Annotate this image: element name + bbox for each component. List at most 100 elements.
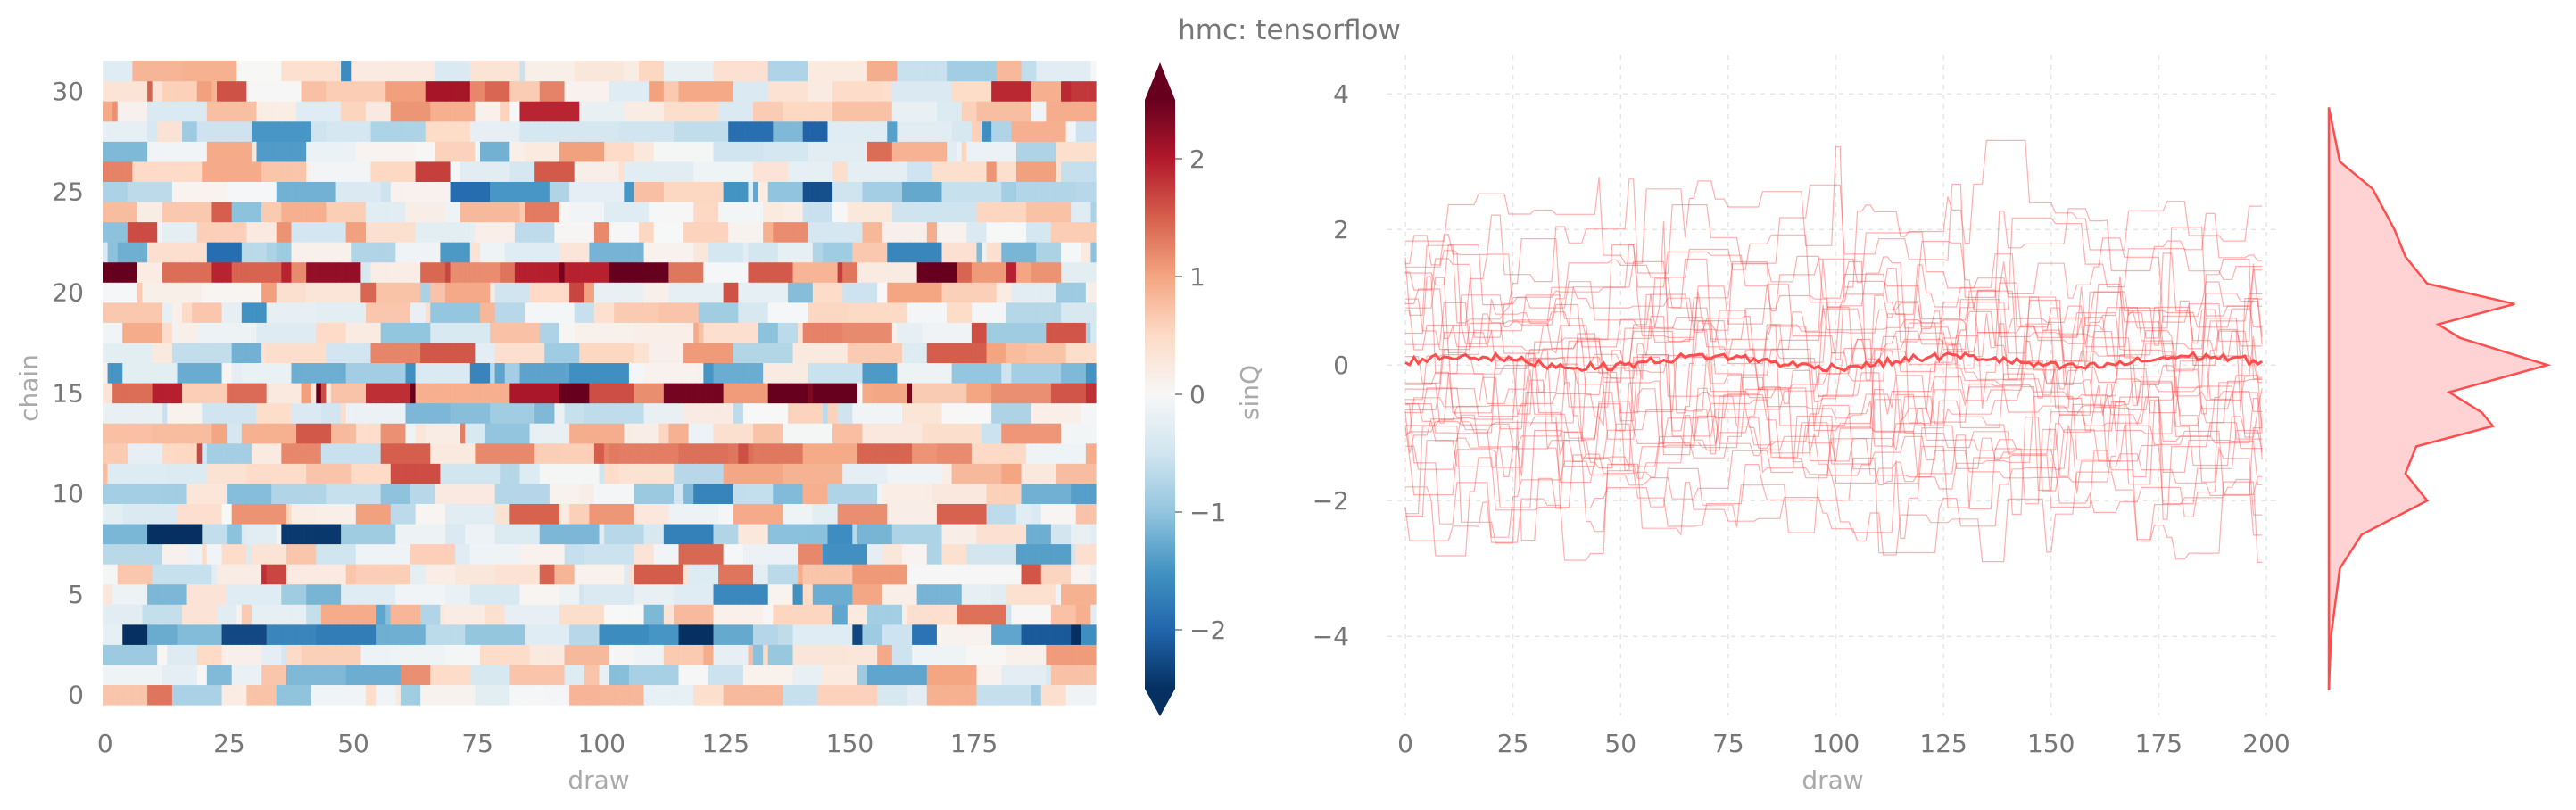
heatmap-cell xyxy=(455,543,461,565)
heatmap-cell xyxy=(698,684,704,706)
heatmap-cell xyxy=(326,644,332,665)
heatmap-cell xyxy=(430,342,436,364)
heatmap-cell xyxy=(196,282,203,303)
heatmap-cell xyxy=(802,302,808,323)
heatmap-cell xyxy=(1021,583,1027,605)
heatmap-cell xyxy=(455,604,461,625)
heatmap-cell xyxy=(420,664,427,686)
heatmap-cell xyxy=(276,503,282,525)
heatmap-cell xyxy=(465,242,471,263)
heatmap-cell xyxy=(609,564,615,585)
heatmap-cell xyxy=(733,523,739,545)
heatmap-cell xyxy=(1081,523,1087,545)
heatmap-cell xyxy=(1006,383,1012,404)
heatmap-cell xyxy=(758,402,764,424)
heatmap-cell xyxy=(748,261,754,283)
heatmap-cell xyxy=(415,302,421,323)
heatmap-cell xyxy=(916,523,923,545)
heatmap-cell xyxy=(370,664,377,686)
heatmap-cell xyxy=(519,282,526,303)
heatmap-cell xyxy=(698,463,704,484)
heatmap-cell xyxy=(693,604,700,625)
heatmap-cell xyxy=(708,201,715,223)
heatmap-cell xyxy=(882,221,888,243)
heatmap-cell xyxy=(1040,583,1047,605)
heatmap-cell xyxy=(698,362,704,384)
heatmap-cell xyxy=(355,664,361,686)
heatmap-cell xyxy=(117,402,123,424)
heatmap-cell xyxy=(569,624,576,645)
heatmap-cell xyxy=(787,604,794,625)
heatmap-cell xyxy=(206,362,213,384)
heatmap-cell xyxy=(430,362,436,384)
heatmap-cell xyxy=(271,624,277,645)
heatmap-cell xyxy=(147,221,153,243)
heatmap-cell xyxy=(649,302,655,323)
heatmap-cell xyxy=(1040,261,1047,283)
heatmap-cell xyxy=(147,383,153,404)
heatmap-cell xyxy=(966,342,973,364)
heatmap-cell xyxy=(385,604,392,625)
heatmap-cell xyxy=(469,242,476,263)
heatmap-cell xyxy=(132,463,138,484)
heatmap-cell xyxy=(618,383,625,404)
heatmap-cell xyxy=(982,423,988,444)
heatmap-cell xyxy=(132,664,138,686)
heatmap-cell xyxy=(400,261,407,283)
heatmap-cell xyxy=(335,604,342,625)
heatmap-cell xyxy=(410,282,417,303)
heatmap-cell xyxy=(236,684,243,706)
heatmap-cell xyxy=(643,583,650,605)
heatmap-cell xyxy=(236,442,243,464)
heatmap-cell xyxy=(802,383,808,404)
heatmap-cell xyxy=(639,463,645,484)
heatmap-cell xyxy=(783,302,789,323)
heatmap-cell xyxy=(559,483,566,504)
heatmap-cell xyxy=(1050,423,1057,444)
heatmap-cell xyxy=(519,564,526,585)
heatmap-cell xyxy=(996,564,1002,585)
heatmap-cell xyxy=(996,383,1002,404)
heatmap-cell xyxy=(196,423,203,444)
heatmap-cell xyxy=(783,362,789,384)
heatmap-cell xyxy=(668,503,675,525)
heatmap-cell xyxy=(271,644,277,665)
heatmap-cell xyxy=(525,604,531,625)
heatmap-cell xyxy=(653,423,659,444)
heatmap-cell xyxy=(485,383,491,404)
heatmap-cell xyxy=(217,322,223,343)
heatmap-cell xyxy=(916,564,923,585)
heatmap-cell xyxy=(584,302,590,323)
heatmap-cell xyxy=(639,644,645,665)
heatmap-cell xyxy=(961,564,967,585)
heatmap-cell xyxy=(758,644,764,665)
heatmap-cell xyxy=(276,423,282,444)
heatmap-cell xyxy=(514,523,521,545)
heatmap-cell xyxy=(877,442,883,464)
heatmap-cell xyxy=(301,523,307,545)
heatmap-cell xyxy=(1031,242,1037,263)
heatmap-cell xyxy=(479,604,486,625)
heatmap-cell xyxy=(584,442,590,464)
heatmap-cell xyxy=(713,242,719,263)
heatmap-cell xyxy=(634,282,640,303)
heatmap-cell xyxy=(891,644,899,665)
heatmap-cell xyxy=(723,624,729,645)
heatmap-cell xyxy=(291,362,297,384)
heatmap-cell xyxy=(609,442,615,464)
heatmap-cell xyxy=(504,624,510,645)
heatmap-cell xyxy=(1015,322,1023,343)
heatmap-cell xyxy=(554,242,560,263)
heatmap-cell xyxy=(1015,523,1023,545)
heatmap-cell xyxy=(901,402,908,424)
heatmap-cell xyxy=(877,383,883,404)
heatmap-cell xyxy=(177,261,183,283)
heatmap-cell xyxy=(882,261,888,283)
heatmap-cell xyxy=(798,624,804,645)
heatmap-cell xyxy=(897,342,903,364)
heatmap-cell xyxy=(450,684,456,706)
heatmap-cell xyxy=(444,442,451,464)
heatmap-cell xyxy=(907,503,913,525)
heatmap-cell xyxy=(941,543,948,565)
heatmap-cell xyxy=(420,684,427,706)
